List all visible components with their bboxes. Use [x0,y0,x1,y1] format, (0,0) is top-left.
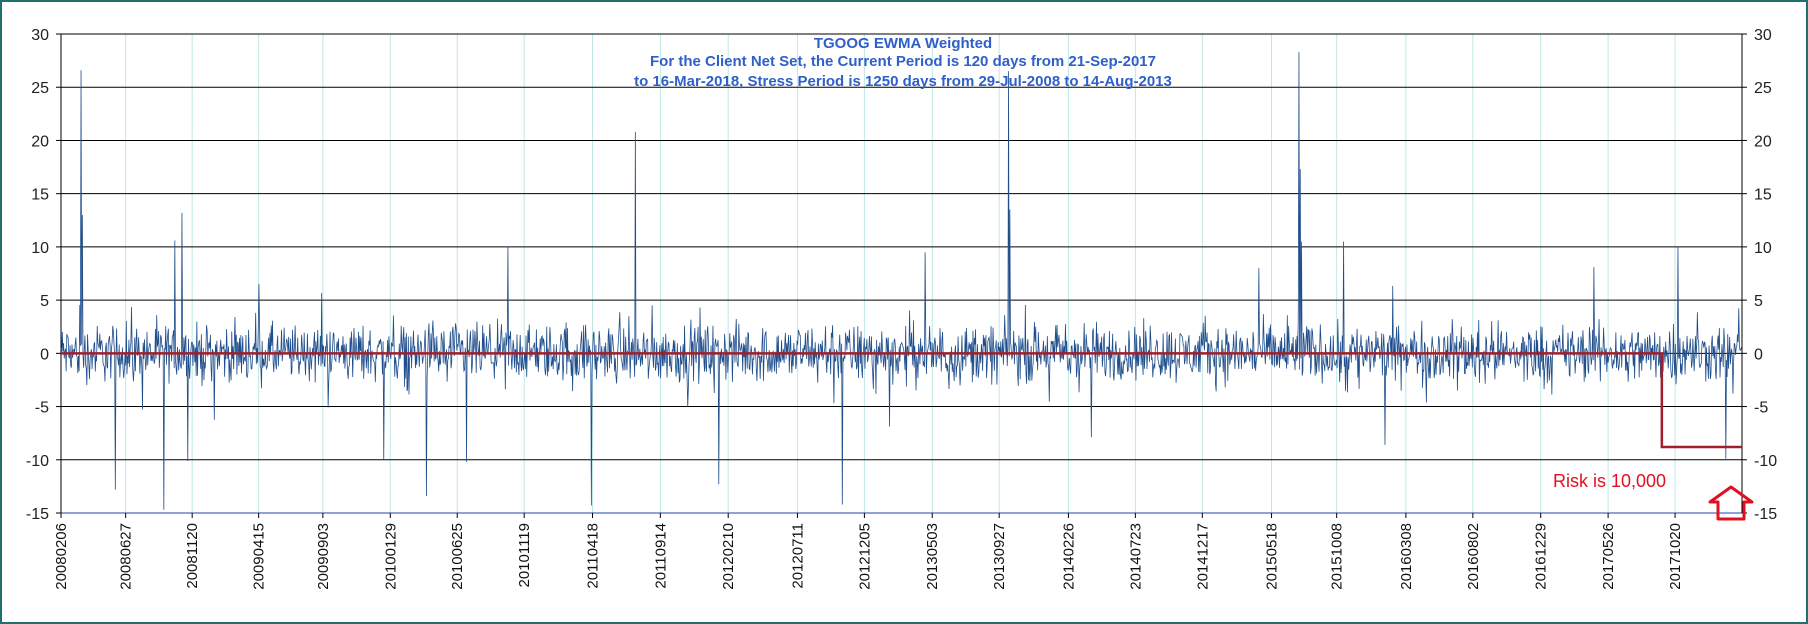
y-tick-label-left: 0 [40,346,49,363]
y-tick-label-left: -15 [26,506,49,523]
title-line-2: For the Client Net Set, the Current Peri… [650,53,1156,70]
y-tick-label-right: -15 [1754,506,1777,523]
x-tick-label: 20170526 [1600,523,1617,590]
x-tick-label: 20160308 [1398,523,1415,590]
y-tick-label-left: 25 [31,80,49,97]
y-tick-label-right: 10 [1754,240,1772,257]
series-layer [60,52,1743,510]
x-tick-label: 20120210 [720,523,737,590]
x-tick-label: 20090415 [251,523,268,590]
x-tick-label: 20121205 [856,523,873,590]
y-tick-label-right: -10 [1754,453,1777,470]
title-line-1: TGOOG EWMA Weighted [814,35,992,52]
y-tick-label-right: 0 [1754,346,1763,363]
x-tick-label: 20171020 [1667,523,1684,590]
series-line-risk [61,352,1742,449]
y-tick-label-left: -10 [26,453,49,470]
x-tick-label: 20080206 [53,523,70,590]
gridlines [60,33,1743,514]
x-tick-label: 20081120 [184,523,201,589]
y-tick-label-right: -5 [1754,400,1768,417]
y-tick-label-left: 15 [31,187,49,204]
series-line-ewma [60,52,1743,510]
y-tick-label-left: 5 [40,293,49,310]
chart-title: TGOOG EWMA Weighted For the Client Net S… [634,35,1172,90]
x-tick-label: 20151008 [1329,523,1346,590]
y-tick-label-right: 15 [1754,187,1772,204]
x-tick-label: 20160802 [1465,523,1482,590]
x-axis: 20080206 20080627 20081120 20090415 20090903… [53,513,1684,590]
x-tick-label: 20110914 [652,523,669,589]
up-arrow-icon [1708,485,1754,521]
x-tick-label: 20130927 [991,523,1008,590]
x-tick-label: 20150518 [1264,523,1281,590]
title-line-3: to 16-Mar-2018, Stress Period is 1250 da… [634,73,1172,90]
x-tick-label: 20141217 [1194,523,1211,590]
y-tick-label-left: 10 [31,240,49,257]
x-tick-label: 20100129 [382,523,399,590]
y-tick-label-left: -5 [35,400,49,417]
x-tick-label: 20161229 [1533,523,1550,590]
y-tick-label-left: 30 [31,27,49,44]
x-tick-label: 20080627 [118,523,135,590]
x-tick-label: 20140226 [1060,523,1077,590]
y-tick-label-right: 5 [1754,293,1763,310]
y-tick-label-left: 20 [31,133,49,150]
x-tick-label: 20100625 [449,523,466,590]
x-tick-label: 20090903 [315,523,332,590]
x-tick-label: 20110418 [584,523,601,589]
y-axis-left: 30 25 20 15 10 5 0 -5 -10 -15 [26,27,61,523]
risk-annotation: Risk is 10,000 [1553,471,1666,491]
x-tick-label: 20101119 [516,523,533,588]
x-tick-label: 20120711 [789,523,806,589]
y-axis-right: 30 25 20 15 10 5 0 -5 -10 -15 [1742,27,1777,523]
x-tick-label: 20140723 [1127,523,1144,590]
y-tick-label-right: 25 [1754,80,1772,97]
x-tick-label: 20130503 [924,523,941,590]
y-tick-label-right: 20 [1754,133,1772,150]
y-tick-label-right: 30 [1754,27,1772,44]
